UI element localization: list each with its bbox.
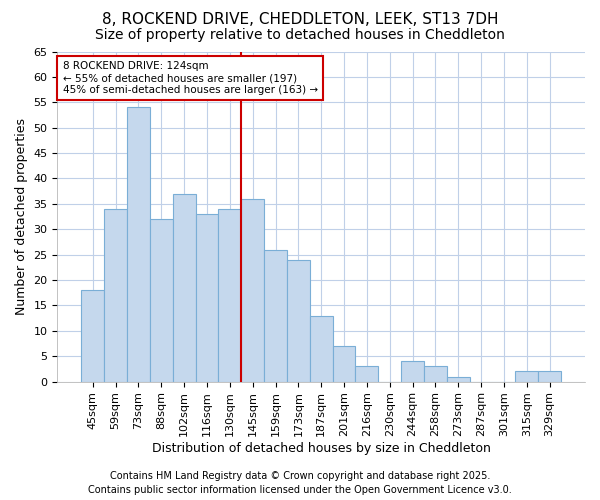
Bar <box>241 199 264 382</box>
Bar <box>401 362 424 382</box>
Y-axis label: Number of detached properties: Number of detached properties <box>15 118 28 315</box>
Text: Contains HM Land Registry data © Crown copyright and database right 2025.
Contai: Contains HM Land Registry data © Crown c… <box>88 471 512 495</box>
Bar <box>538 372 561 382</box>
Bar <box>310 316 332 382</box>
Bar <box>264 250 287 382</box>
Bar <box>332 346 355 382</box>
Bar <box>127 108 150 382</box>
Bar <box>515 372 538 382</box>
Bar <box>150 219 173 382</box>
Bar <box>196 214 218 382</box>
Bar <box>355 366 379 382</box>
Bar <box>82 290 104 382</box>
Text: 8 ROCKEND DRIVE: 124sqm
← 55% of detached houses are smaller (197)
45% of semi-d: 8 ROCKEND DRIVE: 124sqm ← 55% of detache… <box>62 62 318 94</box>
Text: 8, ROCKEND DRIVE, CHEDDLETON, LEEK, ST13 7DH: 8, ROCKEND DRIVE, CHEDDLETON, LEEK, ST13… <box>102 12 498 28</box>
Bar <box>447 376 470 382</box>
Bar <box>218 209 241 382</box>
Bar <box>287 260 310 382</box>
Text: Size of property relative to detached houses in Cheddleton: Size of property relative to detached ho… <box>95 28 505 42</box>
Bar <box>424 366 447 382</box>
X-axis label: Distribution of detached houses by size in Cheddleton: Distribution of detached houses by size … <box>152 442 491 455</box>
Bar <box>173 194 196 382</box>
Bar <box>104 209 127 382</box>
